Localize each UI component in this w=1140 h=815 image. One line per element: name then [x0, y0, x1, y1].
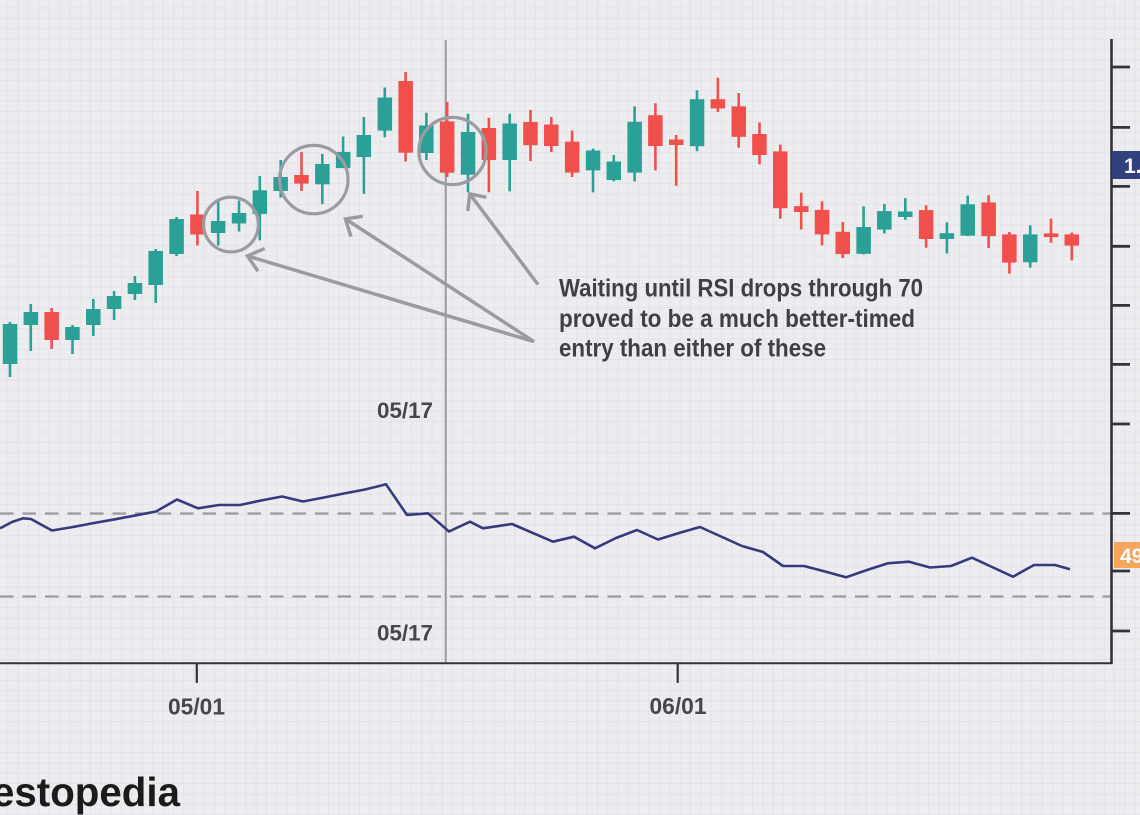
- svg-text:05/17: 05/17: [377, 621, 433, 646]
- svg-text:05/17: 05/17: [377, 398, 433, 423]
- svg-text:06/01: 06/01: [650, 693, 707, 719]
- svg-text:proved to be a much better-tim: proved to be a much better-timed: [559, 305, 915, 333]
- svg-text:entry than either of these: entry than either of these: [559, 335, 826, 363]
- svg-text:Waiting until RSI drops throug: Waiting until RSI drops through 70: [559, 274, 923, 302]
- svg-text:1.2: 1.2: [1124, 155, 1140, 178]
- svg-text:05/01: 05/01: [168, 694, 225, 720]
- svg-text:estopedia: estopedia: [0, 769, 181, 815]
- svg-text:49: 49: [1120, 545, 1140, 568]
